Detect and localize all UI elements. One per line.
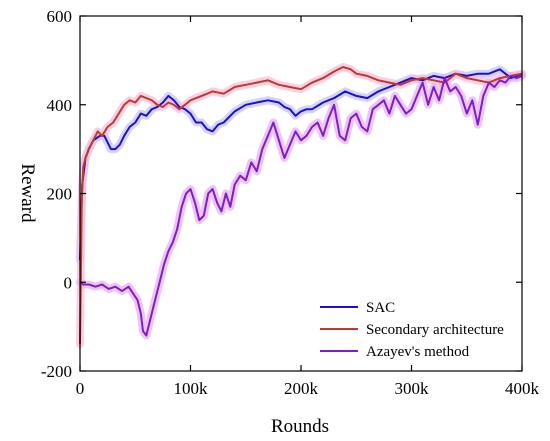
legend: SAC Secondary architecture Azayev's method	[320, 300, 504, 360]
y-tick-label: -200	[41, 362, 72, 381]
series-lines	[79, 66, 523, 345]
legend-label: Azayev's method	[366, 344, 470, 360]
x-tick-label: 300k	[395, 379, 430, 398]
y-axis-title: Reward	[17, 163, 38, 223]
series-line-secondary-architecture	[79, 66, 523, 345]
x-tick-label: 200k	[284, 379, 319, 398]
y-tick-label: 400	[47, 96, 73, 115]
x-tick-label: 400k	[505, 379, 540, 398]
y-tick-label: 0	[64, 273, 73, 292]
confidence-bands	[76, 63, 526, 349]
legend-label: SAC	[366, 300, 395, 316]
x-tick-label: 0	[76, 379, 85, 398]
y-tick-label: 200	[47, 185, 73, 204]
axes	[79, 15, 523, 372]
series-line-azayev-s-method	[79, 74, 523, 337]
y-tick-label: 600	[47, 7, 73, 26]
plot-frame	[79, 15, 523, 372]
legend-label: Secondary architecture	[366, 322, 504, 338]
x-tick-label: 100k	[174, 379, 209, 398]
x-axis-title: Rounds	[271, 416, 329, 437]
